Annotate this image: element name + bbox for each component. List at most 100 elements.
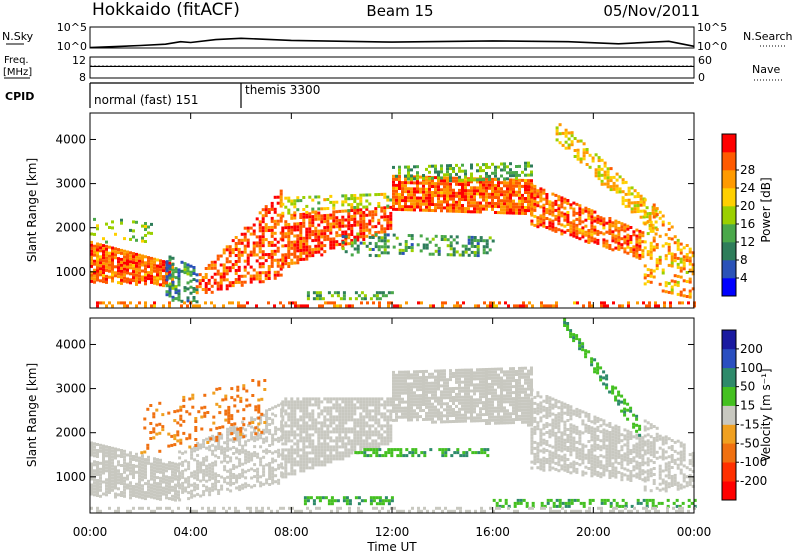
- heatmap-cell: [252, 277, 256, 281]
- heatmap-cell: [210, 266, 214, 270]
- heatmap-cell: [594, 174, 598, 178]
- heatmap-cell: [256, 437, 260, 441]
- heatmap-cell: [443, 384, 446, 388]
- heatmap-cell: [270, 225, 274, 229]
- heatmap-cell: [276, 222, 280, 226]
- heatmap-cell: [506, 382, 509, 386]
- heatmap-cell: [249, 253, 253, 257]
- heatmap-cell: [652, 269, 656, 273]
- heatmap-cell: [220, 487, 224, 491]
- heatmap-cell: [287, 244, 291, 247]
- heatmap-cell: [192, 269, 196, 272]
- heatmap-cell: [365, 228, 369, 232]
- heatmap-cell: [389, 205, 393, 209]
- heatmap-cell: [378, 297, 382, 301]
- heatmap-cell: [144, 461, 147, 465]
- heatmap-cell: [389, 211, 393, 215]
- heatmap-cell: [287, 223, 291, 226]
- heatmap-cell: [308, 397, 312, 401]
- heatmap-cell: [579, 139, 583, 143]
- heatmap-cell: [156, 470, 159, 474]
- heatmap-cell: [422, 190, 425, 194]
- heatmap-cell: [93, 469, 96, 473]
- heatmap-cell: [621, 199, 625, 203]
- heatmap-cell: [395, 192, 398, 196]
- heatmap-cell: [102, 244, 105, 248]
- heatmap-cell: [395, 379, 398, 383]
- heatmap-cell: [365, 213, 369, 217]
- heatmap-cell: [159, 262, 162, 266]
- heatmap-cell: [226, 427, 230, 431]
- heatmap-cell: [299, 433, 303, 437]
- heatmap-cell: [386, 221, 390, 225]
- heatmap-cell: [96, 260, 99, 264]
- heatmap-cell: [258, 226, 262, 230]
- heatmap-cell: [455, 377, 458, 381]
- heatmap-cell: [518, 193, 521, 197]
- heatmap-cell: [482, 374, 485, 378]
- heatmap-cell: [545, 196, 549, 199]
- heatmap-cell: [365, 433, 369, 437]
- heatmap-cell: [314, 238, 318, 242]
- heatmap-cell: [512, 211, 515, 215]
- heatmap-cell: [649, 256, 653, 260]
- heatmap-cell: [235, 456, 239, 460]
- heatmap-cell: [509, 178, 512, 182]
- heatmap-cell: [194, 429, 198, 432]
- heatmap-cell: [259, 433, 263, 437]
- heatmap-cell: [132, 488, 135, 491]
- heatmap-cell: [524, 378, 527, 382]
- heatmap-cell: [326, 460, 330, 464]
- heatmap-cell: [446, 206, 449, 210]
- heatmap-cell: [461, 186, 464, 189]
- heatmap-cell: [485, 401, 488, 404]
- heatmap-cell: [372, 301, 375, 305]
- heatmap-cell: [108, 260, 111, 264]
- heatmap-cell: [293, 261, 297, 265]
- heatmap-cell: [223, 456, 227, 460]
- heatmap-cell: [274, 426, 278, 430]
- heatmap-cell: [377, 221, 381, 225]
- heatmap-cell: [467, 241, 471, 245]
- heatmap-cell: [603, 182, 607, 186]
- heatmap-cell: [539, 199, 543, 203]
- heatmap-cell: [267, 208, 271, 211]
- heatmap-cell: [129, 272, 132, 276]
- heatmap-cell: [299, 409, 303, 413]
- heatmap-cell: [105, 490, 108, 494]
- heatmap-cell: [691, 251, 695, 255]
- heatmap-cell: [407, 168, 410, 172]
- heatmap-cell: [341, 424, 345, 428]
- heatmap-cell: [648, 227, 652, 230]
- heatmap-cell: [226, 433, 230, 437]
- heatmap-cell: [191, 405, 195, 409]
- heatmap-cell: [117, 460, 120, 464]
- heatmap-cell: [273, 304, 276, 308]
- heatmap-cell: [293, 472, 297, 476]
- heatmap-cell: [335, 418, 339, 422]
- heatmap-cell: [241, 450, 245, 454]
- heatmap-cell: [138, 486, 141, 490]
- heatmap-cell: [90, 492, 93, 496]
- heatmap-cell: [195, 300, 199, 304]
- heatmap-cell: [314, 214, 318, 218]
- heatmap-cell: [338, 439, 342, 443]
- heatmap-cell: [246, 271, 250, 275]
- heatmap-cell: [685, 256, 689, 259]
- heatmap-cell: [350, 442, 354, 446]
- heatmap-cell: [305, 403, 309, 407]
- heatmap-cell: [419, 397, 422, 401]
- heatmap-cell: [485, 374, 488, 377]
- heatmap-cell: [419, 190, 422, 194]
- heatmap-cell: [461, 416, 464, 420]
- heatmap-cell: [299, 237, 303, 240]
- heatmap-cell: [362, 430, 366, 434]
- heatmap-cell: [353, 197, 357, 200]
- heatmap-cell: [199, 479, 203, 483]
- heatmap-cell: [305, 397, 309, 401]
- heatmap-cell: [156, 273, 159, 277]
- heatmap-cell: [389, 226, 393, 230]
- heatmap-cell: [657, 304, 660, 308]
- heatmap-cell: [218, 426, 222, 430]
- heatmap-cell: [407, 418, 410, 422]
